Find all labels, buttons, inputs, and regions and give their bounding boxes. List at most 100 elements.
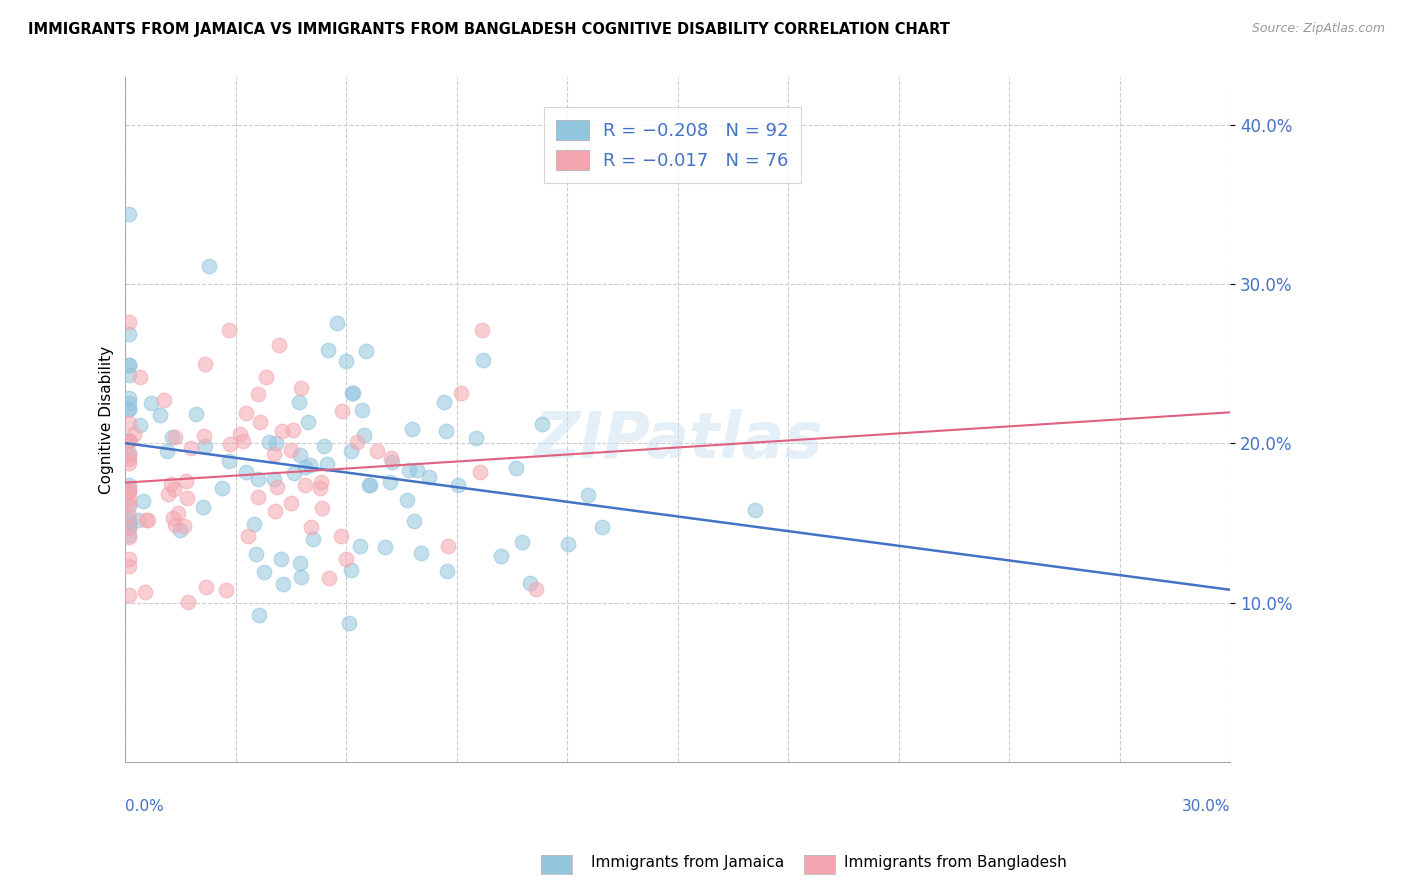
Point: [218, 323, 240, 337]
Point: [174, 475, 197, 489]
Point: [118, 327, 141, 342]
Point: [118, 433, 141, 447]
Point: [118, 368, 141, 382]
Point: [247, 490, 270, 504]
Point: [163, 517, 186, 532]
Point: [468, 465, 491, 479]
Point: [232, 434, 254, 448]
Point: [526, 582, 548, 596]
Point: [266, 480, 288, 494]
Point: [374, 540, 396, 554]
Point: [359, 478, 381, 492]
Point: [177, 595, 200, 609]
Point: [434, 424, 457, 438]
Point: [380, 475, 402, 490]
Point: [335, 353, 357, 368]
Point: [340, 563, 363, 577]
Point: [263, 447, 285, 461]
Text: 0.0%: 0.0%: [125, 799, 165, 814]
Point: [163, 430, 186, 444]
Point: [330, 404, 353, 418]
Point: [471, 352, 494, 367]
Point: [118, 434, 141, 449]
Point: [118, 417, 141, 431]
Point: [325, 316, 347, 330]
Point: [149, 408, 172, 422]
Point: [349, 539, 371, 553]
Point: [180, 441, 202, 455]
Point: [335, 551, 357, 566]
Point: [489, 549, 512, 563]
Point: [132, 493, 155, 508]
Point: [309, 475, 332, 489]
Point: [163, 483, 186, 497]
Point: [118, 446, 141, 460]
Point: [118, 491, 141, 506]
Point: [398, 463, 420, 477]
Text: Source: ZipAtlas.com: Source: ZipAtlas.com: [1251, 22, 1385, 36]
Point: [156, 444, 179, 458]
Point: [280, 442, 302, 457]
Point: [139, 396, 162, 410]
Point: [316, 343, 339, 357]
Point: [401, 422, 423, 436]
Point: [218, 437, 240, 451]
Point: [354, 344, 377, 359]
Point: [118, 520, 141, 534]
Point: [253, 566, 276, 580]
Point: [118, 589, 141, 603]
Point: [264, 503, 287, 517]
Point: [118, 391, 141, 405]
Point: [402, 514, 425, 528]
Point: [505, 461, 527, 475]
Point: [405, 462, 427, 476]
Point: [249, 415, 271, 429]
Point: [169, 523, 191, 537]
Y-axis label: Cognitive Disability: Cognitive Disability: [100, 345, 114, 493]
Text: 30.0%: 30.0%: [1182, 799, 1230, 814]
Point: [380, 450, 402, 465]
Text: Immigrants from Bangladesh: Immigrants from Bangladesh: [844, 855, 1066, 870]
Point: [359, 477, 381, 491]
Point: [267, 337, 290, 351]
Point: [309, 482, 332, 496]
Point: [118, 402, 141, 417]
Text: ZIPatlas: ZIPatlas: [533, 409, 823, 471]
Point: [381, 455, 404, 469]
Point: [118, 527, 141, 541]
Point: [339, 443, 361, 458]
Point: [350, 403, 373, 417]
Point: [176, 491, 198, 505]
Point: [162, 511, 184, 525]
Point: [118, 402, 141, 417]
Point: [215, 582, 238, 597]
Point: [118, 497, 141, 511]
Point: [271, 576, 294, 591]
Point: [395, 493, 418, 508]
Point: [160, 477, 183, 491]
Point: [191, 500, 214, 515]
Point: [118, 478, 141, 492]
Point: [254, 370, 277, 384]
Point: [591, 520, 613, 534]
Point: [243, 517, 266, 532]
Point: [342, 386, 364, 401]
Point: [299, 520, 322, 534]
Point: [281, 424, 304, 438]
Point: [194, 439, 217, 453]
Point: [246, 473, 269, 487]
Point: [153, 392, 176, 407]
Point: [447, 478, 470, 492]
Point: [510, 535, 533, 549]
Point: [288, 556, 311, 570]
Point: [471, 323, 494, 337]
Point: [118, 508, 141, 523]
Text: IMMIGRANTS FROM JAMAICA VS IMMIGRANTS FROM BANGLADESH COGNITIVE DISABILITY CORRE: IMMIGRANTS FROM JAMAICA VS IMMIGRANTS FR…: [28, 22, 950, 37]
Point: [218, 453, 240, 467]
Point: [257, 435, 280, 450]
Point: [197, 259, 219, 273]
Point: [519, 576, 541, 591]
Point: [134, 585, 156, 599]
Point: [128, 418, 150, 433]
Point: [118, 530, 141, 544]
